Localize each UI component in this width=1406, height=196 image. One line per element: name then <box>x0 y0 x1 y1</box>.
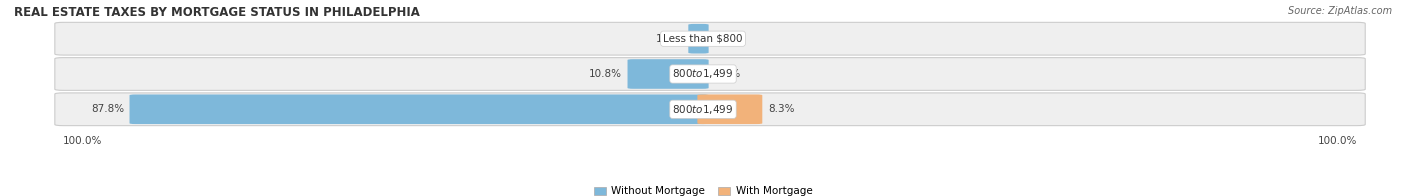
FancyBboxPatch shape <box>627 59 709 89</box>
FancyBboxPatch shape <box>55 22 1365 55</box>
Legend: Without Mortgage, With Mortgage: Without Mortgage, With Mortgage <box>589 182 817 196</box>
Text: 0.0%: 0.0% <box>714 69 741 79</box>
FancyBboxPatch shape <box>129 94 709 124</box>
Text: 100.0%: 100.0% <box>1317 136 1357 146</box>
FancyBboxPatch shape <box>55 93 1365 126</box>
Text: REAL ESTATE TAXES BY MORTGAGE STATUS IN PHILADELPHIA: REAL ESTATE TAXES BY MORTGAGE STATUS IN … <box>14 6 420 19</box>
Text: 100.0%: 100.0% <box>63 136 103 146</box>
Text: 1.4%: 1.4% <box>657 34 683 44</box>
Text: Less than $800: Less than $800 <box>664 34 742 44</box>
Text: $800 to $1,499: $800 to $1,499 <box>672 67 734 81</box>
FancyBboxPatch shape <box>689 24 709 54</box>
Text: $800 to $1,499: $800 to $1,499 <box>672 103 734 116</box>
Text: 87.8%: 87.8% <box>91 104 124 114</box>
Text: 8.3%: 8.3% <box>768 104 794 114</box>
Text: Source: ZipAtlas.com: Source: ZipAtlas.com <box>1288 6 1392 16</box>
Text: 10.8%: 10.8% <box>589 69 621 79</box>
FancyBboxPatch shape <box>697 94 762 124</box>
Text: 0.0%: 0.0% <box>714 34 741 44</box>
FancyBboxPatch shape <box>55 58 1365 90</box>
